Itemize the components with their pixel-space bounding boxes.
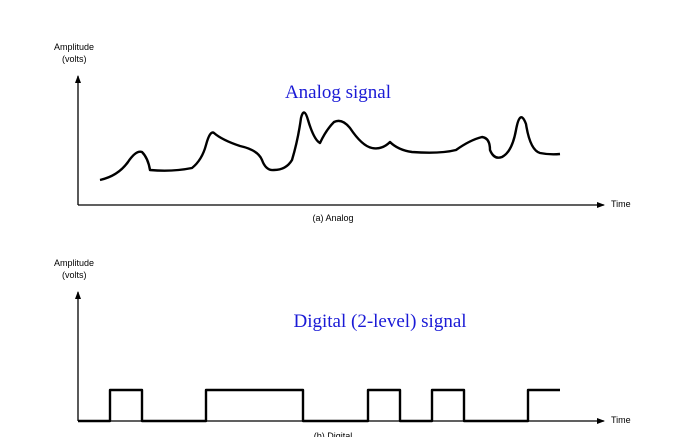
y-label: Amplitude xyxy=(54,258,94,268)
caption: (a) Analog xyxy=(312,213,353,223)
digital-panel: Amplitude (volts) Time (b) Digital Digit… xyxy=(54,258,631,437)
caption: (b) Digital xyxy=(314,431,353,437)
analog-wave xyxy=(99,111,561,182)
y-label-unit: (volts) xyxy=(62,54,87,64)
y-label-unit: (volts) xyxy=(62,270,87,280)
x-label: Time xyxy=(611,199,631,209)
signal-label: Analog signal xyxy=(285,82,391,103)
analog-panel: Amplitude (volts) Time (a) Analog Analog… xyxy=(54,42,631,223)
digital-wave xyxy=(78,388,560,423)
signal-label: Digital (2-level) signal xyxy=(293,311,466,332)
x-label: Time xyxy=(611,415,631,425)
y-label: Amplitude xyxy=(54,42,94,52)
